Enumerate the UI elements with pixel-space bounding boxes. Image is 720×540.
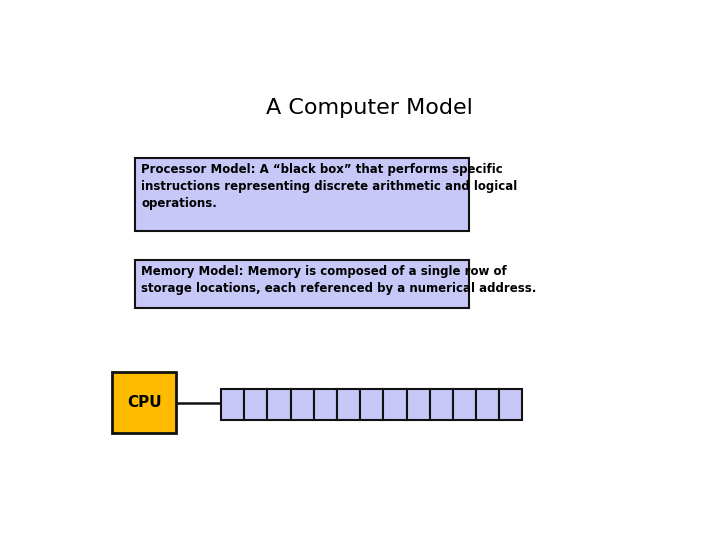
FancyBboxPatch shape — [244, 389, 268, 420]
FancyBboxPatch shape — [135, 260, 469, 308]
FancyBboxPatch shape — [407, 389, 430, 420]
FancyBboxPatch shape — [337, 389, 360, 420]
FancyBboxPatch shape — [499, 389, 523, 420]
FancyBboxPatch shape — [476, 389, 499, 420]
FancyBboxPatch shape — [268, 389, 291, 420]
FancyBboxPatch shape — [360, 389, 383, 420]
Text: CPU: CPU — [127, 395, 162, 410]
FancyBboxPatch shape — [430, 389, 453, 420]
FancyBboxPatch shape — [291, 389, 314, 420]
Text: Processor Model: A “black box” that performs specific
instructions representing : Processor Model: A “black box” that perf… — [141, 163, 518, 211]
FancyBboxPatch shape — [221, 389, 244, 420]
FancyBboxPatch shape — [383, 389, 407, 420]
Text: Memory Model: Memory is composed of a single row of
storage locations, each refe: Memory Model: Memory is composed of a si… — [141, 265, 536, 295]
FancyBboxPatch shape — [112, 373, 176, 433]
Text: A Computer Model: A Computer Model — [266, 98, 472, 118]
FancyBboxPatch shape — [135, 158, 469, 231]
FancyBboxPatch shape — [453, 389, 476, 420]
FancyBboxPatch shape — [314, 389, 337, 420]
